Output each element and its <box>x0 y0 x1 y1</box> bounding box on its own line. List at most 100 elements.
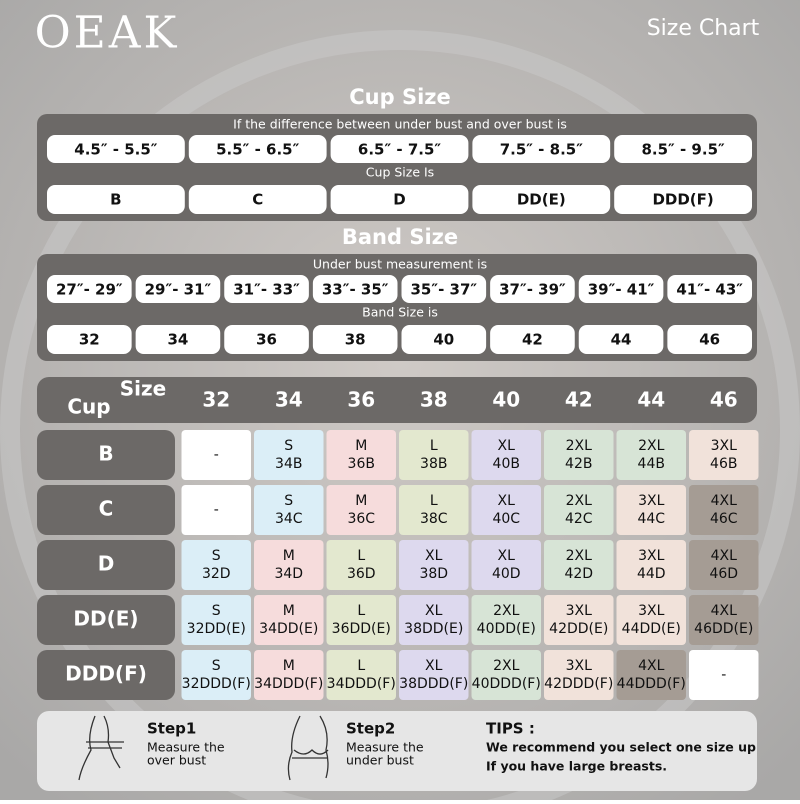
cell-text: - <box>721 667 726 683</box>
value-text: 44 <box>611 331 632 349</box>
cell-text: 40B <box>493 456 520 472</box>
size-cell <box>616 650 686 700</box>
step-title: Step1 <box>147 720 196 738</box>
cell-text: 3XL <box>711 438 737 454</box>
cell-text: 38DDD(F) <box>399 676 468 692</box>
step-text: over bust <box>147 753 206 768</box>
size-cell <box>471 540 541 590</box>
table-header <box>37 377 757 423</box>
size-cell <box>544 595 614 645</box>
size-cell <box>181 595 251 645</box>
value-text: DD(E) <box>517 191 566 209</box>
cell-text: 42C <box>565 511 593 527</box>
decor-circle <box>0 30 800 804</box>
range-text: 5.5″ - 6.5″ <box>216 141 300 159</box>
cell-text: 44B <box>638 456 665 472</box>
cell-text: 2XL <box>638 438 664 454</box>
cell-text: S <box>284 438 293 454</box>
step-title: Step2 <box>346 720 395 738</box>
range-pill <box>667 275 752 303</box>
cell-text: 4XL <box>711 548 737 564</box>
size-cell <box>254 650 324 700</box>
cell-text: XL <box>425 658 443 674</box>
value-text: 34 <box>168 331 189 349</box>
value-pill <box>47 325 132 354</box>
column-header: 34 <box>275 388 303 412</box>
size-cell <box>689 485 759 535</box>
range-text: 29″- 31″ <box>145 281 212 299</box>
cell-text: 42D <box>564 566 593 582</box>
range-pill <box>188 135 327 163</box>
value-text: 36 <box>256 331 277 349</box>
column-header: 40 <box>492 388 520 412</box>
cell-text: 36DD(E) <box>332 621 391 637</box>
size-cell <box>181 430 251 480</box>
cell-text: M <box>283 548 295 564</box>
column-header: 36 <box>347 388 375 412</box>
corner-cup: Cup <box>67 395 110 419</box>
range-text: 33″- 35″ <box>322 281 389 299</box>
size-cell <box>254 595 324 645</box>
cell-text: L <box>357 548 365 564</box>
header-title: Size Chart <box>647 16 760 41</box>
column-header: 44 <box>637 388 665 412</box>
cell-text: 34C <box>275 511 303 527</box>
cell-text: 40DDD(F) <box>472 676 541 692</box>
value-text: DDD(F) <box>652 191 713 209</box>
range-text: 41″- 43″ <box>676 281 743 299</box>
size-cell <box>616 485 686 535</box>
brand-logo: OEAK <box>35 8 180 59</box>
cell-text: 44D <box>637 566 666 582</box>
size-cell <box>399 485 469 535</box>
column-header: 42 <box>565 388 593 412</box>
cell-text: 32DD(E) <box>187 621 246 637</box>
size-cell <box>399 595 469 645</box>
section-title: Band Size <box>342 225 458 249</box>
step2-icon <box>287 715 329 781</box>
value-pill <box>578 325 664 354</box>
size-cell <box>544 650 614 700</box>
size-cell <box>326 650 396 700</box>
value-text: 32 <box>79 331 100 349</box>
size-cell <box>326 430 396 480</box>
cell-text: 40DD(E) <box>477 621 536 637</box>
size-cell <box>471 650 541 700</box>
cell-text: 38D <box>419 566 448 582</box>
value-pill <box>472 185 611 214</box>
cell-text: 42DDD(F) <box>544 676 613 692</box>
value-text: C <box>252 191 263 209</box>
cell-text: L <box>430 493 438 509</box>
section-label: Band Size is <box>362 305 438 320</box>
cell-text: 34D <box>274 566 303 582</box>
range-pill <box>472 135 611 163</box>
size-cell <box>616 430 686 480</box>
size-cell <box>689 595 759 645</box>
value-pill <box>188 185 327 214</box>
cell-text: 38DD(E) <box>404 621 463 637</box>
cell-text: 2XL <box>493 603 519 619</box>
value-text: D <box>393 191 405 209</box>
cell-text: 32D <box>202 566 231 582</box>
size-cell <box>616 540 686 590</box>
cell-text: 46B <box>710 456 737 472</box>
size-cell <box>399 540 469 590</box>
cell-text: XL <box>425 603 443 619</box>
cell-text: - <box>214 447 219 463</box>
row-header-text: D <box>98 552 115 576</box>
cell-text: M <box>283 603 295 619</box>
range-pill <box>47 275 132 303</box>
step1-icon <box>78 715 124 781</box>
cell-text: 36C <box>347 511 375 527</box>
section-label: Cup Size Is <box>366 165 434 180</box>
size-cell <box>326 540 396 590</box>
cell-text: S <box>212 603 221 619</box>
cell-text: 44DD(E) <box>622 621 681 637</box>
cell-text: 34DD(E) <box>259 621 318 637</box>
cell-text: 2XL <box>566 493 592 509</box>
range-text: 37″- 39″ <box>499 281 566 299</box>
cell-text: 36D <box>347 566 376 582</box>
value-pill <box>667 325 752 354</box>
row-header <box>37 430 175 480</box>
value-pill <box>401 325 487 354</box>
column-header: 38 <box>420 388 448 412</box>
